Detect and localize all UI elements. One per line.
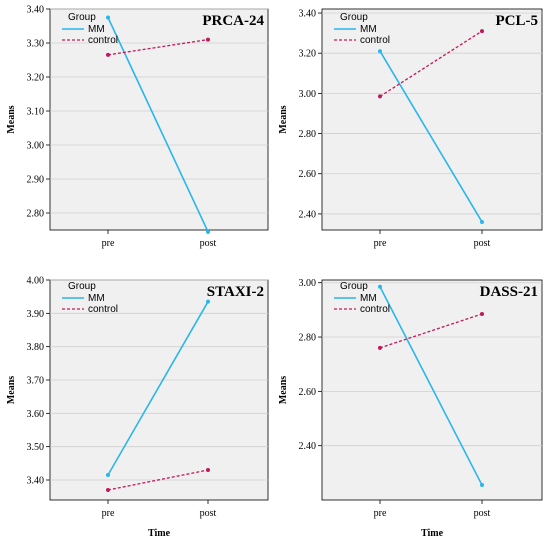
y-tick-label: 2.60 — [299, 169, 317, 180]
chart-panel-3: 3.00 2.80 2.60 2.40 pre post Means Time DASS-21 G… — [278, 278, 543, 539]
y-tick-label: 3.00 — [299, 278, 317, 289]
y-tick-label: 3.50 — [27, 442, 45, 453]
series-line-control — [107, 469, 209, 491]
y-tick-label: 3.80 — [27, 342, 45, 353]
x-axis-title: Time — [421, 528, 444, 539]
y-axis-title: Means — [278, 105, 289, 133]
x-tick-label: post — [474, 508, 491, 519]
legend-title: Group — [68, 281, 96, 292]
x-tick-label: pre — [102, 508, 115, 519]
legend-entry-MM: MM — [88, 293, 105, 304]
panel-title: PCL-5 — [496, 13, 539, 29]
y-tick-label: 3.10 — [27, 107, 45, 118]
x-axis-title: Time — [148, 528, 171, 539]
y-axis-title: Means — [6, 105, 17, 133]
legend-entry-control: control — [88, 304, 118, 315]
plot-area — [49, 279, 269, 501]
legend-title: Group — [68, 12, 96, 23]
data-point-MM — [106, 15, 110, 20]
data-point-control — [378, 94, 382, 99]
data-point-control — [106, 488, 110, 492]
series-line-MM — [379, 50, 483, 223]
y-tick-label: 2.40 — [299, 209, 317, 220]
y-tick-label: 3.70 — [27, 376, 45, 387]
legend-entry-control: control — [360, 304, 390, 315]
y-tick-label: 3.40 — [299, 9, 317, 20]
x-tick-label: pre — [374, 238, 387, 249]
y-tick-label: 3.30 — [27, 39, 45, 50]
panel-title: PRCA-24 — [202, 13, 264, 29]
x-tick-label: post — [474, 238, 491, 249]
y-tick-label: 3.90 — [27, 309, 45, 320]
y-tick-label: 2.90 — [27, 175, 45, 186]
data-point-MM — [206, 229, 210, 234]
series-line-control — [379, 313, 483, 349]
x-tick-label: pre — [102, 238, 115, 249]
y-tick-label: 3.20 — [299, 49, 317, 60]
series-line-MM — [107, 301, 209, 476]
x-tick-label: post — [200, 508, 217, 519]
series-line-MM — [107, 17, 209, 233]
y-tick-label: 3.00 — [299, 89, 317, 100]
y-tick-label: 3.40 — [27, 5, 45, 16]
plot-area — [321, 279, 543, 501]
data-point-MM — [378, 49, 382, 54]
plot-area — [321, 8, 543, 231]
panel-title: DASS-21 — [480, 284, 538, 300]
legend-entry-control: control — [360, 35, 390, 46]
legend-title: Group — [340, 281, 368, 292]
legend-entry-control: control — [88, 35, 118, 46]
legend-entry-MM: MM — [88, 24, 105, 35]
data-point-MM — [378, 284, 382, 289]
series-line-control — [107, 38, 209, 56]
data-point-control — [106, 52, 110, 57]
plot-area — [49, 8, 269, 231]
data-point-control — [206, 37, 210, 42]
data-point-control — [206, 468, 210, 472]
y-tick-label: 2.80 — [27, 209, 45, 220]
series-line-control — [379, 30, 483, 97]
data-point-control — [378, 345, 382, 350]
panel-title: STAXI-2 — [207, 284, 264, 300]
data-point-control — [480, 29, 484, 34]
x-tick-label: post — [200, 238, 217, 249]
data-point-MM — [106, 473, 110, 477]
y-tick-label: 2.80 — [299, 129, 317, 140]
y-axis-title: Means — [6, 376, 17, 404]
y-axis-title: Means — [278, 376, 289, 404]
chart-panel-2: 4.00 3.90 3.80 3.70 3.60 3.50 3.40 pre post Means… — [6, 276, 269, 539]
series-line-MM — [379, 286, 483, 486]
y-tick-label: 2.60 — [299, 387, 317, 398]
y-tick-label: 3.60 — [27, 409, 45, 420]
y-tick-label: 3.00 — [27, 141, 45, 152]
legend-title: Group — [340, 12, 368, 23]
chart-panel-1: 3.40 3.20 3.00 2.80 2.60 2.40 pre post Means PCL-… — [278, 8, 543, 249]
y-tick-label: 2.80 — [299, 333, 317, 344]
legend-entry-MM: MM — [360, 24, 377, 35]
data-point-MM — [480, 219, 484, 224]
y-tick-label: 4.00 — [27, 276, 45, 287]
x-tick-label: pre — [374, 508, 387, 519]
chart-panel-0: 3.40 3.30 3.20 3.10 3.00 2.90 2.80 pre post Means… — [6, 5, 269, 249]
data-point-control — [480, 311, 484, 316]
data-point-MM — [480, 483, 484, 488]
y-tick-label: 3.20 — [27, 73, 45, 84]
legend-entry-MM: MM — [360, 293, 377, 304]
data-point-MM — [206, 299, 210, 304]
y-tick-label: 3.40 — [27, 476, 45, 487]
y-tick-label: 2.40 — [299, 441, 317, 452]
